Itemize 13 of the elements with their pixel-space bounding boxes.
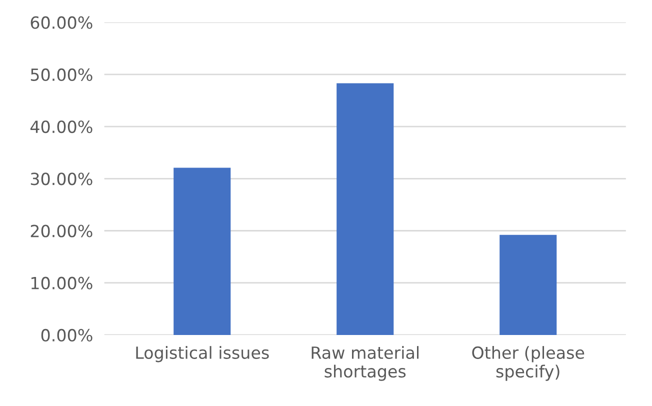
x-tick-label: Raw material shortages	[312, 346, 419, 381]
bar	[174, 168, 231, 335]
x-tick-label: Logistical issues	[136, 346, 269, 362]
y-tick-label: 0.00%	[41, 328, 92, 342]
y-tick-label: 50.00%	[30, 68, 92, 81]
y-tick-label: 60.00%	[30, 16, 92, 29]
y-tick-label: 10.00%	[31, 276, 92, 290]
bar	[500, 234, 557, 335]
y-tick-label: 30.00%	[30, 172, 92, 186]
y-tick-label: 20.00%	[30, 224, 92, 238]
x-tick-label: Other (please specify)	[472, 346, 584, 381]
y-tick-label: 40.00%	[30, 120, 92, 134]
bar	[336, 83, 394, 335]
